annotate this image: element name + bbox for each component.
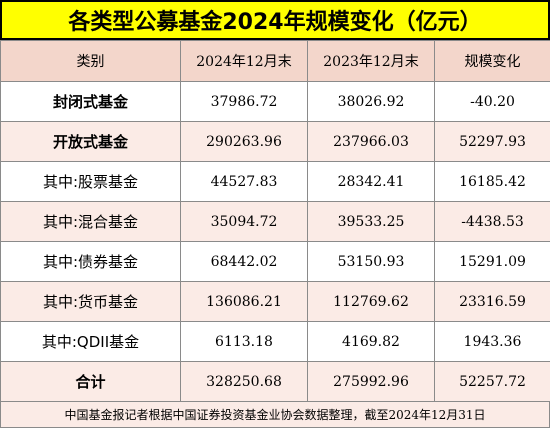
- table-row: 其中:QDII基金 6113.18 4169.82 1943.36: [0, 321, 550, 362]
- table-row: 其中:股票基金 44527.83 28342.41 16185.42: [0, 161, 550, 202]
- row-value-2024: 328250.68: [180, 361, 308, 402]
- row-value-2023: 4169.82: [307, 321, 435, 362]
- header-2024: 2024年12月末: [180, 40, 308, 82]
- row-change: 23316.59: [434, 281, 550, 322]
- row-value-2024: 136086.21: [180, 281, 308, 322]
- row-change: 1943.36: [434, 321, 550, 362]
- header-2023: 2023年12月末: [307, 40, 435, 82]
- row-change: 16185.42: [434, 161, 550, 202]
- row-change: -40.20: [434, 81, 550, 122]
- row-category: 开放式基金: [0, 121, 181, 162]
- row-category: 其中:混合基金: [0, 201, 181, 242]
- row-change: 15291.09: [434, 241, 550, 282]
- page-title: 各类型公募基金2024年规模变化（亿元）: [0, 0, 550, 40]
- row-value-2024: 35094.72: [180, 201, 308, 242]
- row-value-2023: 53150.93: [307, 241, 435, 282]
- row-value-2024: 290263.96: [180, 121, 308, 162]
- table-row: 封闭式基金 37986.72 38026.92 -40.20: [0, 81, 550, 122]
- row-category: 封闭式基金: [0, 81, 181, 122]
- header-category: 类别: [0, 40, 181, 82]
- table-row-total: 合计 328250.68 275992.96 52257.72: [0, 361, 550, 402]
- fund-scale-table: 类别 2024年12月末 2023年12月末 规模变化 封闭式基金 37986.…: [0, 40, 550, 402]
- row-value-2023: 275992.96: [307, 361, 435, 402]
- table-row: 其中:货币基金 136086.21 112769.62 23316.59: [0, 281, 550, 322]
- row-value-2024: 44527.83: [180, 161, 308, 202]
- row-value-2023: 39533.25: [307, 201, 435, 242]
- row-category: 其中:QDII基金: [0, 321, 181, 362]
- row-value-2023: 28342.41: [307, 161, 435, 202]
- row-category: 合计: [0, 361, 181, 402]
- source-note: 中国基金报记者根据中国证券投资基金业协会数据整理，截至2024年12月31日: [0, 402, 550, 428]
- row-change: -4438.53: [434, 201, 550, 242]
- row-value-2024: 68442.02: [180, 241, 308, 282]
- row-category: 其中:股票基金: [0, 161, 181, 202]
- table-row: 其中:混合基金 35094.72 39533.25 -4438.53: [0, 201, 550, 242]
- row-value-2023: 112769.62: [307, 281, 435, 322]
- table-header-row: 类别 2024年12月末 2023年12月末 规模变化: [0, 40, 550, 82]
- row-value-2024: 37986.72: [180, 81, 308, 122]
- table-row: 开放式基金 290263.96 237966.03 52297.93: [0, 121, 550, 162]
- header-change: 规模变化: [434, 40, 550, 82]
- row-value-2023: 237966.03: [307, 121, 435, 162]
- row-change: 52257.72: [434, 361, 550, 402]
- row-value-2024: 6113.18: [180, 321, 308, 362]
- row-change: 52297.93: [434, 121, 550, 162]
- row-category: 其中:债券基金: [0, 241, 181, 282]
- row-value-2023: 38026.92: [307, 81, 435, 122]
- table-row: 其中:债券基金 68442.02 53150.93 15291.09: [0, 241, 550, 282]
- row-category: 其中:货币基金: [0, 281, 181, 322]
